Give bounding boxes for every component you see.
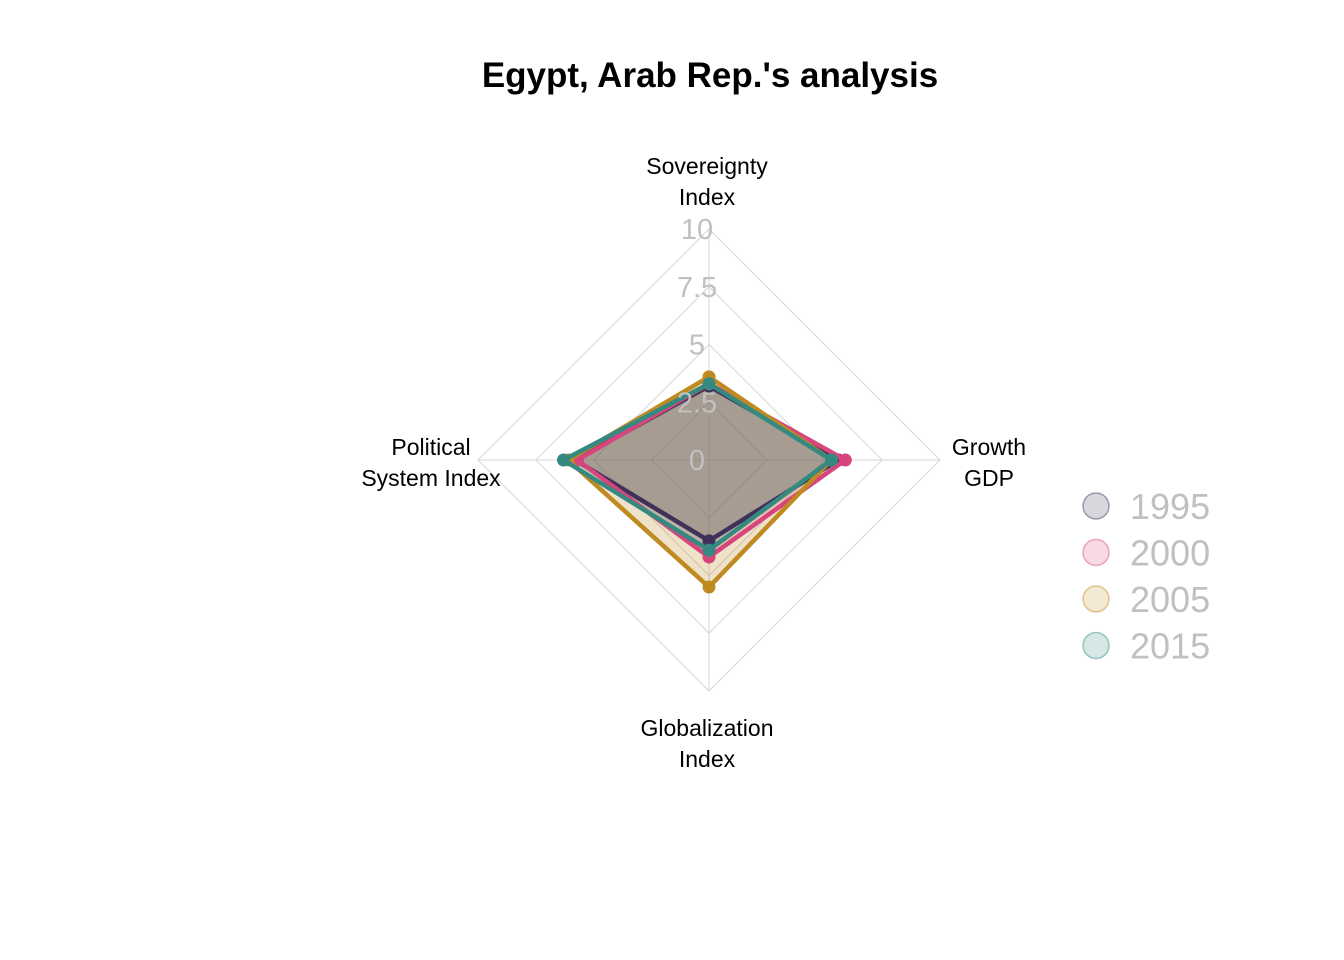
axis-label-sov: Sovereignty Index <box>646 153 768 210</box>
radar-axis-labels: Sovereignty Index Growth GDP Globalization In… <box>361 153 1026 772</box>
tick-label: 0 <box>689 445 705 477</box>
series-point-2015 <box>702 543 716 557</box>
legend-label-1995: 1995 <box>1130 486 1210 527</box>
radar-grid <box>477 228 941 692</box>
legend-swatch-2000 <box>1082 538 1110 567</box>
axis-label-gdp: Growth GDP <box>952 434 1026 491</box>
tick-label: 7.5 <box>677 272 717 304</box>
legend-label-2000: 2000 <box>1130 533 1210 574</box>
legend: 1995 2000 2005 2015 <box>1082 486 1210 667</box>
tick-label: 10 <box>681 214 713 246</box>
legend-swatch-2005 <box>1082 585 1110 613</box>
radar-tick-labels: 0 2.5 5 7.5 10 <box>677 214 717 477</box>
series-point-2015 <box>702 377 716 391</box>
legend-label-2005: 2005 <box>1130 579 1210 620</box>
chart-title: Egypt, Arab Rep.'s analysis <box>481 56 939 95</box>
legend-swatch-1995 <box>1082 492 1110 520</box>
axis-label-pol: Political System Index <box>361 434 501 491</box>
series-point-1995 <box>702 534 716 548</box>
axis-label-glob: Globalization Index <box>641 715 774 772</box>
series-point-2000 <box>838 453 852 467</box>
legend-swatch-2015 <box>1082 631 1110 660</box>
tick-label: 2.5 <box>677 387 717 419</box>
radar-series <box>556 370 852 594</box>
series-point-2015 <box>824 453 838 467</box>
series-point-2015 <box>556 453 570 467</box>
tick-label: 5 <box>689 330 705 362</box>
series-point-2005 <box>702 580 716 594</box>
legend-label-2015: 2015 <box>1130 626 1210 667</box>
